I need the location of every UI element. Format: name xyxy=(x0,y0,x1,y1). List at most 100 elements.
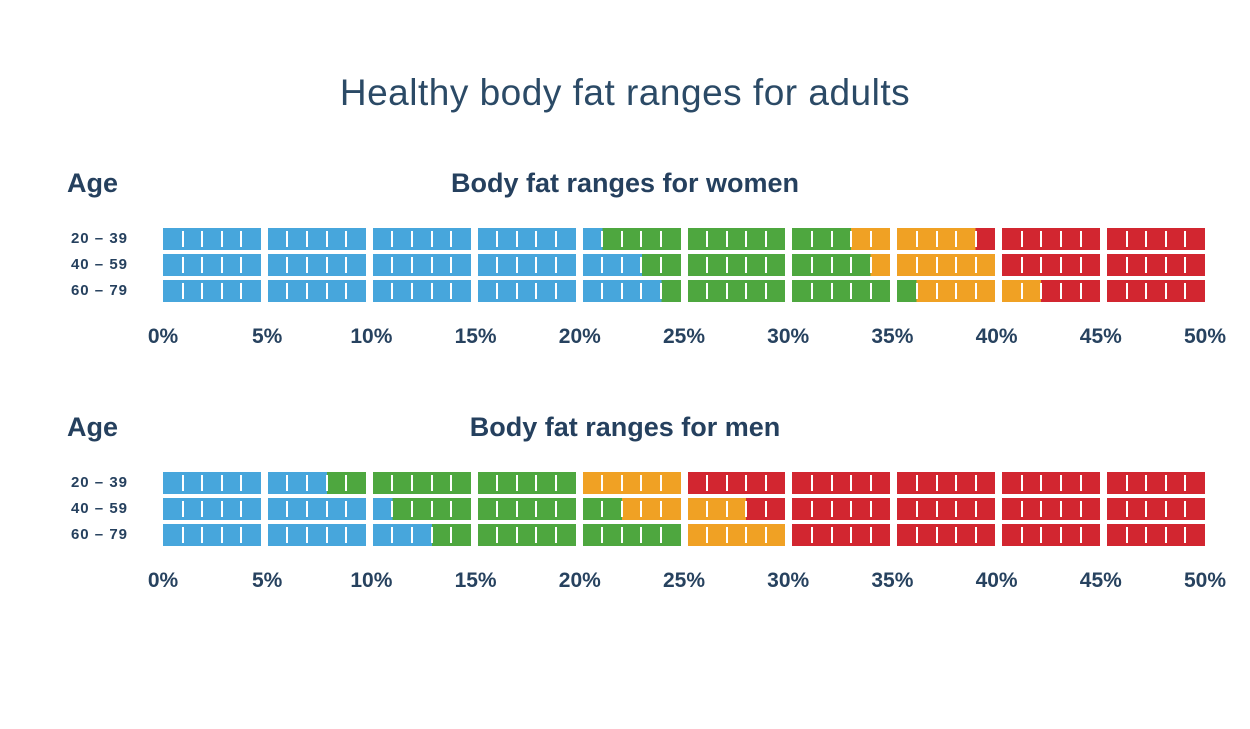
range-bar xyxy=(163,524,1206,546)
segment-tick xyxy=(725,527,728,543)
section-header-men: Age Body fat ranges for men xyxy=(0,412,1250,446)
segment-tick xyxy=(620,527,623,543)
segment-tick xyxy=(745,257,748,273)
segment-tick xyxy=(555,501,558,517)
section-header-women: Age Body fat ranges for women xyxy=(0,168,1250,202)
segment-tick xyxy=(450,527,453,543)
segment-tick xyxy=(1164,475,1167,491)
range-bar xyxy=(163,472,1206,494)
bar-rows: 20 – 39 40 – 59 60 – 79 xyxy=(71,472,1206,550)
bar-row-40–59: 40 – 59 xyxy=(71,254,1206,276)
segment-tick xyxy=(725,231,728,247)
bar-segment-block xyxy=(897,524,996,546)
segment-tick xyxy=(201,231,204,247)
segment-tick xyxy=(706,257,709,273)
segment-tick xyxy=(974,527,977,543)
segment-tick xyxy=(830,231,833,247)
segment-tick xyxy=(345,257,348,273)
segment-tick xyxy=(220,257,223,273)
bar-segment-block xyxy=(267,524,366,546)
x-tick-label: 40% xyxy=(975,325,1018,348)
bar-segment-block xyxy=(372,524,471,546)
segment-tick xyxy=(306,527,309,543)
segment-tick xyxy=(640,283,643,299)
segment-tick xyxy=(659,527,662,543)
bar-row-40–59: 40 – 59 xyxy=(71,498,1206,520)
segment-tick xyxy=(430,231,433,247)
segment-tick xyxy=(240,283,243,299)
segment-tick xyxy=(1079,283,1082,299)
chart-title-men: Body fat ranges for men xyxy=(469,412,781,442)
segment-tick xyxy=(869,501,872,517)
segment-tick xyxy=(1184,231,1187,247)
segment-tick xyxy=(1145,283,1148,299)
segment-tick xyxy=(640,231,643,247)
segment-tick xyxy=(659,231,662,247)
segment-tick xyxy=(201,283,204,299)
segment-tick xyxy=(706,475,709,491)
segment-tick xyxy=(286,231,289,247)
segment-tick xyxy=(240,257,243,273)
bar-segment-block xyxy=(792,472,891,494)
segment-tick xyxy=(830,475,833,491)
bar-segment-block xyxy=(687,524,786,546)
bar-segment-block xyxy=(687,254,786,276)
segment-tick xyxy=(181,283,184,299)
segment-tick xyxy=(869,527,872,543)
segment-tick xyxy=(620,283,623,299)
segment-tick xyxy=(240,231,243,247)
segment-tick xyxy=(201,527,204,543)
segment-tick xyxy=(915,527,918,543)
bar-segment-block xyxy=(897,228,996,250)
segment-tick xyxy=(935,527,938,543)
chart-title-women: Body fat ranges for women xyxy=(450,168,800,198)
x-tick-label: 30% xyxy=(767,325,810,348)
segment-tick xyxy=(430,257,433,273)
x-tick-label: 25% xyxy=(662,325,706,348)
bar-segment-block xyxy=(267,498,366,520)
range-bar xyxy=(163,498,1206,520)
chart-section-men: Age Body fat ranges for men 20 – 39 40 – 59… xyxy=(0,412,1250,612)
segment-tick xyxy=(915,501,918,517)
bar-segment-block xyxy=(372,254,471,276)
segment-tick xyxy=(201,475,204,491)
segment-tick xyxy=(555,527,558,543)
segment-tick xyxy=(450,501,453,517)
segment-tick xyxy=(745,475,748,491)
segment-tick xyxy=(391,527,394,543)
segment-tick xyxy=(1020,283,1023,299)
segment-tick xyxy=(764,527,767,543)
segment-tick xyxy=(410,283,413,299)
bar-segment-block xyxy=(897,254,996,276)
segment-tick xyxy=(410,527,413,543)
segment-tick xyxy=(555,257,558,273)
bar-segment-block xyxy=(1002,498,1101,520)
segment-tick xyxy=(1184,475,1187,491)
segment-tick xyxy=(181,501,184,517)
segment-tick xyxy=(725,475,728,491)
bar-segment-block xyxy=(1002,280,1101,302)
segment-tick xyxy=(555,475,558,491)
bar-segment-block xyxy=(163,254,261,276)
segment-tick xyxy=(1164,527,1167,543)
segment-tick xyxy=(345,475,348,491)
x-axis: 0% 5% 10% 15% 20% 25% 30% 35% 40% 45% 50% xyxy=(148,569,1226,597)
segment-tick xyxy=(306,257,309,273)
segment-tick xyxy=(286,527,289,543)
bar-segment-block xyxy=(1107,524,1206,546)
segment-tick xyxy=(240,501,243,517)
bar-row-60–79: 60 – 79 xyxy=(71,280,1206,302)
segment-tick xyxy=(345,501,348,517)
segment-tick xyxy=(201,501,204,517)
segment-tick xyxy=(391,231,394,247)
bar-segment-block xyxy=(582,254,681,276)
x-tick-label: 20% xyxy=(558,569,601,592)
segment-tick xyxy=(1164,283,1167,299)
segment-tick xyxy=(391,257,394,273)
bar-segment-block xyxy=(687,498,786,520)
x-tick-label: 0% xyxy=(147,569,179,592)
segment-tick xyxy=(935,231,938,247)
bar-segment-block xyxy=(477,228,576,250)
segment-tick xyxy=(601,501,604,517)
segment-tick xyxy=(869,283,872,299)
